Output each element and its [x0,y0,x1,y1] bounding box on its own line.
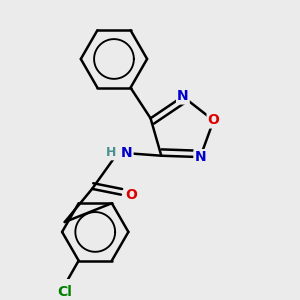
Text: O: O [125,188,137,202]
Text: H: H [106,146,116,159]
Text: N: N [121,146,133,160]
Text: N: N [177,89,189,103]
Text: O: O [208,113,220,128]
Text: Cl: Cl [57,285,72,299]
Text: N: N [194,150,206,164]
